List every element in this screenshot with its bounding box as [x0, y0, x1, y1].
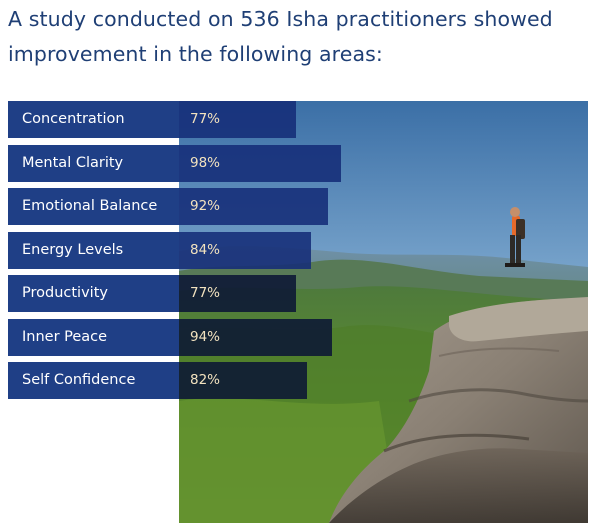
bar-emotional-balance: [179, 188, 329, 225]
chart-row-inner-peace: Inner Peace 94%: [8, 318, 428, 356]
bar-concentration: [179, 101, 297, 138]
chart-row-emotional-balance: Emotional Balance 92%: [8, 188, 428, 225]
category-label-concentration: Concentration: [22, 111, 125, 127]
headline-line-2: improvement in the following areas:: [8, 42, 383, 66]
value-label-inner-peace: 94%: [190, 328, 221, 345]
chart-row-mental-clarity: Mental Clarity 98%: [8, 144, 428, 182]
category-label-energy-levels: Energy Levels: [22, 241, 124, 258]
value-label-energy-levels: 84%: [190, 241, 221, 258]
label-box-productivity: [8, 275, 179, 312]
chart-row-energy-levels: Energy Levels 84%: [8, 231, 428, 269]
category-label-self-confidence: Self Confidence: [22, 372, 136, 388]
results-bar-chart: Concentration 77% Mental Clarity 98% Emo…: [8, 101, 428, 406]
label-box-inner-peace: [8, 318, 179, 356]
headline-line-1: A study conducted on 536 Isha practition…: [8, 7, 553, 31]
chart-row-productivity: Productivity 77%: [8, 275, 428, 312]
value-label-productivity: 77%: [190, 285, 221, 301]
label-box-self-confidence: [8, 362, 179, 399]
bar-energy-levels: [179, 231, 312, 269]
headline: A study conducted on 536 Isha practition…: [8, 2, 578, 72]
label-box-concentration: [8, 101, 179, 138]
bar-mental-clarity: [179, 144, 341, 182]
chart-row-concentration: Concentration 77%: [8, 101, 428, 138]
category-label-emotional-balance: Emotional Balance: [22, 198, 158, 214]
label-box-energy-levels: [8, 231, 179, 269]
category-label-mental-clarity: Mental Clarity: [22, 154, 124, 171]
category-label-inner-peace: Inner Peace: [22, 328, 108, 345]
label-box-mental-clarity: [8, 144, 179, 182]
bar-inner-peace: [179, 318, 333, 356]
chart-row-self-confidence: Self Confidence 82%: [8, 362, 428, 399]
value-label-mental-clarity: 98%: [190, 154, 221, 171]
bar-self-confidence: [179, 362, 307, 399]
value-label-concentration: 77%: [190, 111, 221, 127]
label-box-emotional-balance: [8, 188, 179, 225]
value-label-emotional-balance: 92%: [190, 198, 221, 214]
category-label-productivity: Productivity: [22, 285, 108, 301]
value-label-self-confidence: 82%: [190, 372, 221, 388]
bar-productivity: [179, 275, 297, 312]
